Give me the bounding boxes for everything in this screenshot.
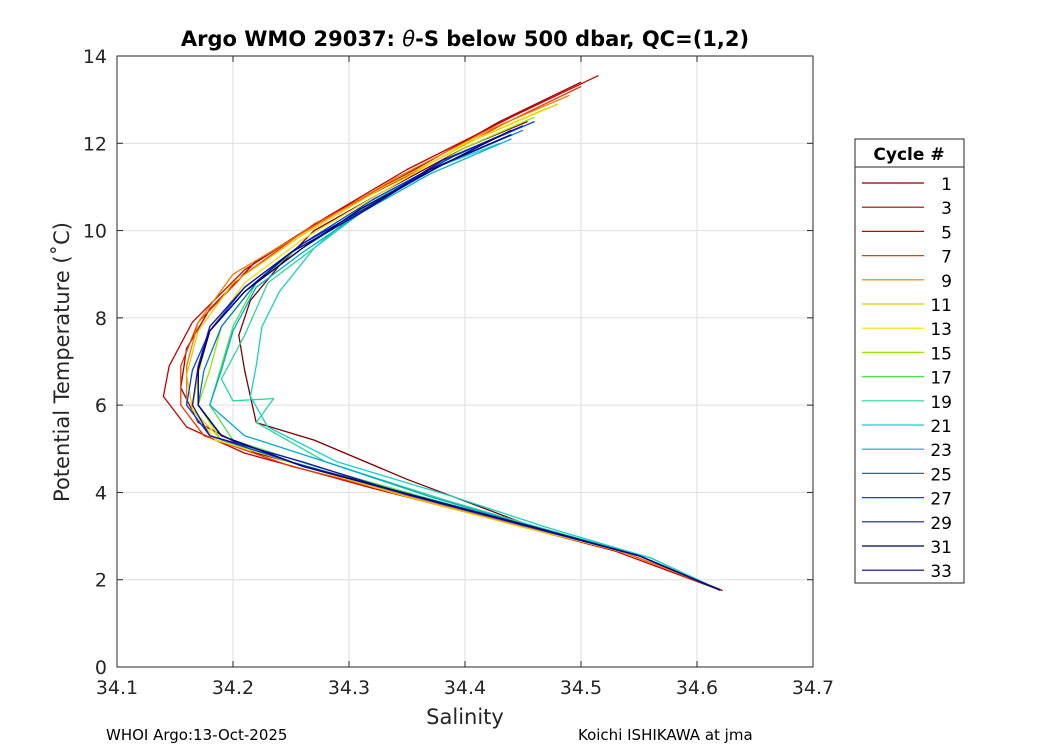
legend-label-cycle-21: 21	[930, 417, 952, 437]
legend-label-cycle-17: 17	[930, 369, 952, 389]
x-tick-label: 34.5	[560, 677, 602, 699]
legend-box	[854, 138, 965, 584]
y-tick-label: 14	[83, 46, 107, 68]
legend-label-cycle-23: 23	[930, 441, 952, 461]
series-line-cycle-9	[185, 94, 721, 591]
y-tick-label: 6	[95, 395, 107, 417]
x-axis-label: Salinity	[426, 705, 504, 729]
y-tick-label: 10	[83, 221, 107, 243]
x-tick-label: 34.1	[96, 677, 138, 699]
legend-label-cycle-33: 33	[930, 562, 952, 582]
y-tick-label: 12	[83, 133, 107, 155]
legend-label-cycle-7: 7	[941, 248, 952, 268]
legend-label-cycle-31: 31	[930, 538, 952, 558]
legend-label-cycle-5: 5	[941, 223, 952, 243]
series-line-cycle-33	[197, 134, 721, 591]
legend-label-cycle-1: 1	[941, 175, 952, 195]
series-line-cycle-11	[185, 103, 721, 591]
legend-label-cycle-3: 3	[941, 199, 952, 219]
legend-label-cycle-25: 25	[930, 465, 952, 485]
axis-ticks: 34.1 34.2 34.3 34.4 34.5 34.6 34.7 0 2 4 6 8 10 12 14	[83, 46, 834, 699]
y-tick-label: 8	[95, 308, 107, 330]
x-tick-label: 34.3	[328, 677, 370, 699]
y-tick-label: 2	[95, 570, 107, 592]
legend-label-cycle-13: 13	[930, 320, 952, 340]
y-tick-label: 4	[95, 482, 107, 504]
x-tick-label: 34.4	[444, 677, 486, 699]
chart-title: Argo WMO 29037: θ-S below 500 dbar, QC=(…	[181, 27, 749, 51]
data-series	[162, 75, 723, 592]
title-suffix: -S below 500 dbar, QC=(1,2)	[415, 27, 749, 51]
y-axis-label: Potential Temperature (˚C)	[50, 222, 74, 502]
x-tick-label: 34.2	[212, 677, 254, 699]
title-prefix: Argo WMO 29037:	[181, 27, 402, 51]
legend-label-cycle-15: 15	[930, 344, 952, 364]
legend-label-cycle-9: 9	[941, 272, 952, 292]
series-line-cycle-29	[191, 125, 721, 591]
legend-title: Cycle #	[873, 145, 944, 165]
legend-label-cycle-11: 11	[930, 296, 952, 316]
x-tick-label: 34.7	[792, 677, 834, 699]
footer-author: Koichi ISHIKAWA at jma	[578, 726, 753, 744]
x-tick-label: 34.6	[676, 677, 718, 699]
legend-label-cycle-29: 29	[930, 514, 952, 534]
title-theta: θ	[402, 27, 415, 51]
y-tick-label: 0	[95, 657, 107, 679]
legend-label-cycle-19: 19	[930, 393, 952, 413]
footer-source: WHOI Argo:13-Oct-2025	[106, 726, 288, 744]
legend-label-cycle-27: 27	[930, 490, 952, 510]
